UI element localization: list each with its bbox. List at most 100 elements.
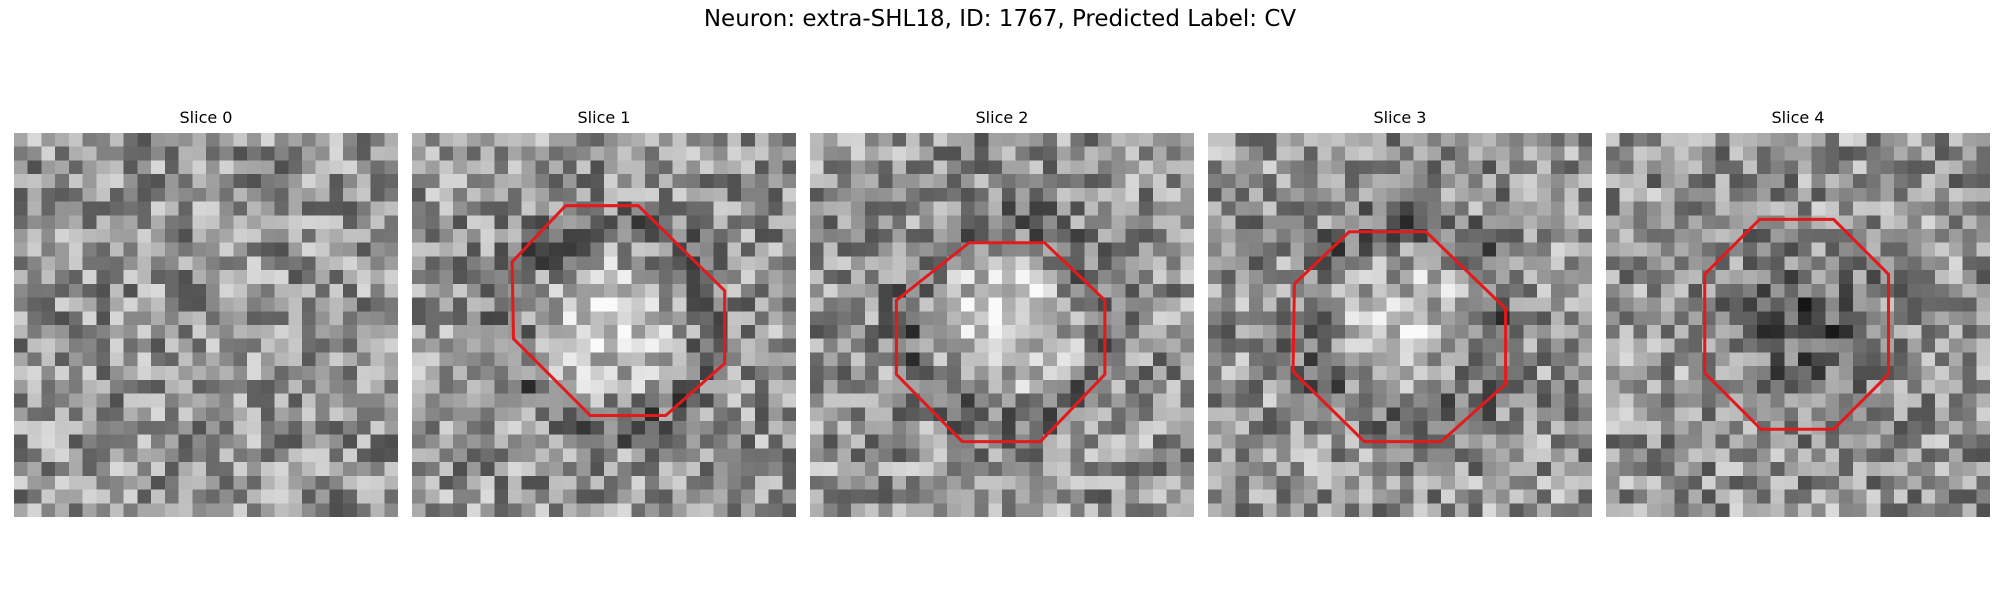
pixel <box>618 256 632 270</box>
pixel <box>741 160 755 174</box>
pixel <box>906 325 920 339</box>
pixel <box>1359 215 1373 229</box>
pixel <box>1208 325 1222 339</box>
pixel <box>1976 256 1990 270</box>
pixel <box>1153 160 1167 174</box>
pixel <box>1002 229 1016 243</box>
pixel <box>920 160 934 174</box>
pixel <box>1071 462 1085 476</box>
pixel <box>206 284 220 298</box>
pixel <box>137 188 151 202</box>
pixel <box>1441 311 1455 325</box>
pixel <box>288 215 302 229</box>
pixel <box>1496 503 1510 517</box>
pixel <box>1222 174 1236 188</box>
pixel <box>302 435 316 449</box>
pixel <box>1455 243 1469 257</box>
pixel <box>247 366 261 380</box>
pixel <box>426 284 440 298</box>
pixel <box>590 229 604 243</box>
pixel <box>1002 133 1016 147</box>
pixel <box>1935 133 1949 147</box>
pixel <box>1976 366 1990 380</box>
pixel <box>1537 435 1551 449</box>
pixel <box>1249 229 1263 243</box>
pixel <box>1510 352 1524 366</box>
pixel <box>467 202 481 216</box>
pixel <box>124 284 138 298</box>
pixel <box>988 503 1002 517</box>
pixel <box>1345 174 1359 188</box>
pixel <box>137 407 151 421</box>
pixel <box>1688 448 1702 462</box>
pixel <box>714 243 728 257</box>
pixel <box>522 407 536 421</box>
pixel <box>1825 407 1839 421</box>
pixel <box>1441 229 1455 243</box>
pixel <box>41 421 55 435</box>
pixel <box>69 352 83 366</box>
pixel <box>467 256 481 270</box>
pixel <box>851 325 865 339</box>
pixel <box>1894 160 1908 174</box>
pixel <box>563 503 577 517</box>
pixel <box>865 270 879 284</box>
pixel <box>1373 421 1387 435</box>
pixel <box>1620 352 1634 366</box>
pixel <box>1578 352 1592 366</box>
pixel <box>892 229 906 243</box>
pixel <box>1771 352 1785 366</box>
pixel <box>961 133 975 147</box>
pixel <box>1455 188 1469 202</box>
pixel <box>343 174 357 188</box>
pixel <box>1345 380 1359 394</box>
pixel <box>837 174 851 188</box>
pixel <box>1469 462 1483 476</box>
pixel <box>426 339 440 353</box>
pixel <box>412 421 426 435</box>
pixel <box>1318 270 1332 284</box>
pixel <box>1716 284 1730 298</box>
pixel <box>810 147 824 161</box>
pixel <box>577 298 591 312</box>
pixel <box>439 435 453 449</box>
pixel <box>1565 476 1579 490</box>
pixel <box>563 352 577 366</box>
pixel <box>1235 380 1249 394</box>
pixel <box>1029 147 1043 161</box>
pixel <box>1249 174 1263 188</box>
pixel <box>96 298 110 312</box>
pixel <box>302 352 316 366</box>
pixel <box>1771 380 1785 394</box>
pixel <box>1235 421 1249 435</box>
pixel <box>329 490 343 504</box>
pixel <box>714 503 728 517</box>
pixel <box>1222 270 1236 284</box>
pixel <box>110 394 124 408</box>
pixel <box>179 160 193 174</box>
pixel <box>481 448 495 462</box>
pixel <box>1853 380 1867 394</box>
pixel <box>590 215 604 229</box>
pixel <box>55 133 69 147</box>
pixel <box>1743 243 1757 257</box>
pixel <box>467 243 481 257</box>
pixel <box>1263 202 1277 216</box>
pixel <box>879 503 893 517</box>
pixel <box>1263 490 1277 504</box>
pixel <box>1386 298 1400 312</box>
pixel <box>55 188 69 202</box>
pixel <box>1057 394 1071 408</box>
pixel <box>1921 188 1935 202</box>
pixel <box>426 133 440 147</box>
pixel <box>782 188 796 202</box>
pixel <box>179 243 193 257</box>
pixel <box>1235 490 1249 504</box>
pixel <box>892 147 906 161</box>
pixel <box>1249 284 1263 298</box>
pixel <box>1112 202 1126 216</box>
pixel <box>879 421 893 435</box>
pixel <box>1661 435 1675 449</box>
pixel <box>1935 490 1949 504</box>
pixel <box>1976 435 1990 449</box>
